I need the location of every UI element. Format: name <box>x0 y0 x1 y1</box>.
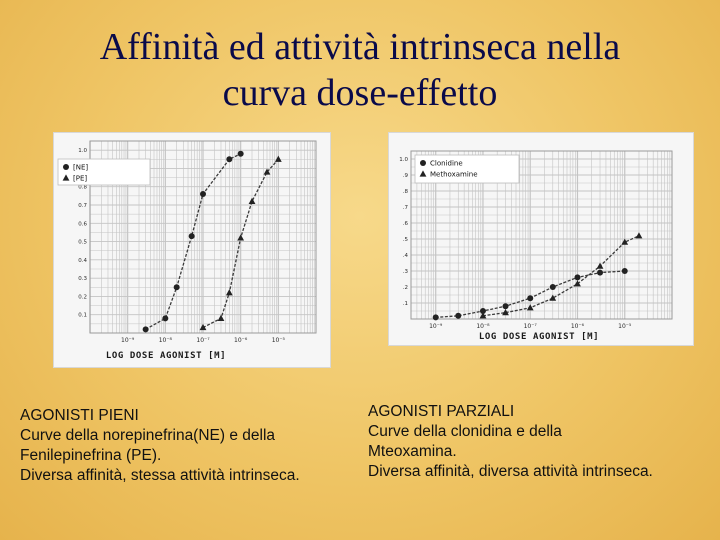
chart-1-x-axis-label: LOG DOSE AGONIST [M] <box>106 351 226 361</box>
chart-1-y-tick-label: 1.0 <box>78 148 87 154</box>
chart-2-plot-frame <box>410 150 673 320</box>
chart-1-data-point-triangle <box>225 289 233 296</box>
chart-2-data-point-circle <box>527 295 534 302</box>
chart-1-x-tick-label: 10⁻⁵ <box>272 337 286 344</box>
chart-1-data-point-triangle <box>274 155 282 162</box>
chart-2-y-tick-label: .7 <box>403 205 409 211</box>
chart-2-x-tick-label: 10⁻⁶ <box>571 323 585 330</box>
full-agonist-chart-panel: 0.10.20.30.40.50.60.70.80.91.010⁻⁹10⁻⁸10… <box>53 132 331 368</box>
chart-2-data-point-triangle <box>502 309 509 316</box>
slide-title: Affinità ed attività intrinseca nella cu… <box>0 24 720 116</box>
slide-title-line-2: curva dose-effetto <box>222 72 498 114</box>
chart-1-data-point-circle <box>200 191 206 198</box>
chart-2-legend-marker-circle <box>420 160 426 166</box>
chart-1-legend-marker-triangle <box>62 174 70 181</box>
full-agonist-chart: 0.10.20.30.40.50.60.70.80.91.010⁻⁹10⁻⁸10… <box>57 140 317 361</box>
chart-2-data-point-triangle <box>479 312 487 319</box>
chart-1-x-tick-label: 10⁻⁶ <box>234 337 248 344</box>
chart-1-y-tick-label: 0.5 <box>78 240 87 246</box>
chart-2-legend-marker-triangle <box>419 170 427 177</box>
chart-1-y-tick-label: 0.3 <box>78 276 87 282</box>
partial-agonist-caption-heading: AGONISTI PARZIALI <box>368 403 515 420</box>
chart-1-series-1 <box>142 150 244 333</box>
chart-2-data-point-circle <box>502 303 509 310</box>
chart-2-data-point-circle <box>597 269 604 276</box>
chart-1-legend-box <box>57 158 151 186</box>
slide-title-line-1: Affinità ed attività intrinseca nella <box>99 26 621 68</box>
full-agonist-caption-line-3: Fenilepinefrina (PE). <box>20 447 162 464</box>
chart-1-y-tick-label: 0.4 <box>78 258 87 264</box>
chart-2-data-point-triangle <box>549 294 557 301</box>
chart-2-data-point-circle <box>432 314 439 321</box>
partial-agonist-chart: .1 .2 .3 .4 .5 .6 .7 .8 .9 1.0 10⁻⁹ 10⁻⁸ 10⁻⁷ 10⁻⁶ 10⁻… <box>399 150 673 342</box>
chart-1-y-tick-label: 0.6 <box>78 221 87 227</box>
full-agonist-caption: AGONISTI PIENI Curve della norepinefrina… <box>20 406 360 486</box>
chart-1-data-point-triangle <box>237 234 245 241</box>
full-agonist-caption-heading: AGONISTI PIENI <box>20 407 139 424</box>
chart-2-data-point-triangle <box>621 238 629 245</box>
chart-2-legend: Clonidine Methoxamine <box>414 154 520 184</box>
chart-2-data-point-triangle <box>635 232 643 239</box>
chart-2-x-tick-label: 10⁻⁷ <box>524 323 538 330</box>
chart-1-data-point-triangle <box>217 314 225 321</box>
chart-1-x-tick-label: 10⁻⁷ <box>196 337 210 344</box>
chart-2-legend-label: Methoxamine <box>430 171 478 179</box>
chart-2-x-tick-label: 10⁻⁸ <box>476 323 490 330</box>
chart-2-series-2 <box>479 232 643 319</box>
chart-1-data-point-circle <box>226 156 233 163</box>
chart-1-legend-marker-circle <box>63 164 69 170</box>
chart-1-plot-frame <box>89 140 317 334</box>
chart-1-y-tick-label: 0.7 <box>78 203 87 209</box>
chart-2-data-point-circle <box>455 312 462 319</box>
chart-1-y-tick-label: 0.8 <box>78 185 87 191</box>
chart-2-grid <box>410 151 672 320</box>
chart-1-data-point-triangle <box>199 323 207 331</box>
chart-2-x-tick-label: 10⁻⁵ <box>618 323 632 330</box>
chart-2-series-1 <box>432 268 628 321</box>
chart-2-y-tick-label: .8 <box>403 189 409 195</box>
chart-2-y-tick-label: .1 <box>403 301 408 307</box>
chart-2-x-axis-label: LOG DOSE AGONIST [M] <box>479 332 599 342</box>
chart-1-x-tick-label: 10⁻⁸ <box>159 337 173 344</box>
chart-2-x-tick-label: 10⁻⁹ <box>429 323 443 330</box>
partial-agonist-caption-line-3: Mteoxamina. <box>368 443 457 460</box>
chart-2-series-line <box>482 235 640 317</box>
chart-2-y-tick-label: 1.0 <box>399 157 408 163</box>
partial-agonist-caption-line-2: Curve della clonidina e della <box>368 423 562 440</box>
chart-2-legend-box <box>414 154 520 184</box>
chart-2-y-tick-label: .5 <box>403 237 409 243</box>
chart-1-legend: [NE] [PE] <box>57 158 151 186</box>
full-agonist-caption-line-2: Curve della norepinefrina(NE) e della <box>20 427 276 444</box>
chart-1-legend-label: [PE] <box>73 175 87 183</box>
chart-2-y-tick-label: .6 <box>403 221 409 227</box>
chart-2-data-point-triangle <box>526 304 534 311</box>
chart-1-data-point-circle <box>188 233 195 240</box>
chart-2-data-point-circle <box>549 284 556 290</box>
chart-2-data-point-triangle <box>596 262 604 269</box>
chart-2-y-tick-label: .9 <box>403 173 409 179</box>
chart-2-data-point-circle <box>574 274 581 281</box>
chart-1-data-point-circle <box>162 315 169 322</box>
chart-1-data-point-triangle <box>248 197 256 204</box>
chart-1-y-tick-label: 0.1 <box>78 313 87 319</box>
chart-1-data-point-circle <box>237 150 244 157</box>
chart-2-legend-label: Clonidine <box>430 160 463 168</box>
chart-1-x-tick-label: 10⁻⁹ <box>121 337 135 344</box>
chart-1-legend-label: [NE] <box>73 164 88 172</box>
partial-agonist-caption-line-4: Diversa affinità, diversa attività intri… <box>368 463 653 480</box>
chart-2-y-tick-label: .2 <box>403 285 408 291</box>
chart-1-y-tick-label: 0.2 <box>78 294 87 300</box>
chart-1-data-point-circle <box>173 284 180 291</box>
full-agonist-caption-line-4: Diversa affinità, stessa attività intrin… <box>20 467 300 484</box>
chart-1-data-point-triangle <box>263 168 271 175</box>
chart-2-data-point-triangle <box>574 280 581 287</box>
chart-2-y-tick-label: .4 <box>403 253 409 259</box>
chart-2-data-point-circle <box>621 268 628 274</box>
partial-agonist-chart-panel: .1 .2 .3 .4 .5 .6 .7 .8 .9 1.0 10⁻⁹ 10⁻⁸ 10⁻⁷ 10⁻⁶ 10⁻… <box>388 132 694 346</box>
chart-1-data-point-circle <box>142 326 149 333</box>
chart-2-data-point-circle <box>479 308 486 314</box>
partial-agonist-caption: AGONISTI PARZIALI Curve della clonidina … <box>368 402 713 482</box>
chart-2-y-tick-label: .3 <box>403 269 409 275</box>
chart-1-series-2 <box>199 155 282 331</box>
